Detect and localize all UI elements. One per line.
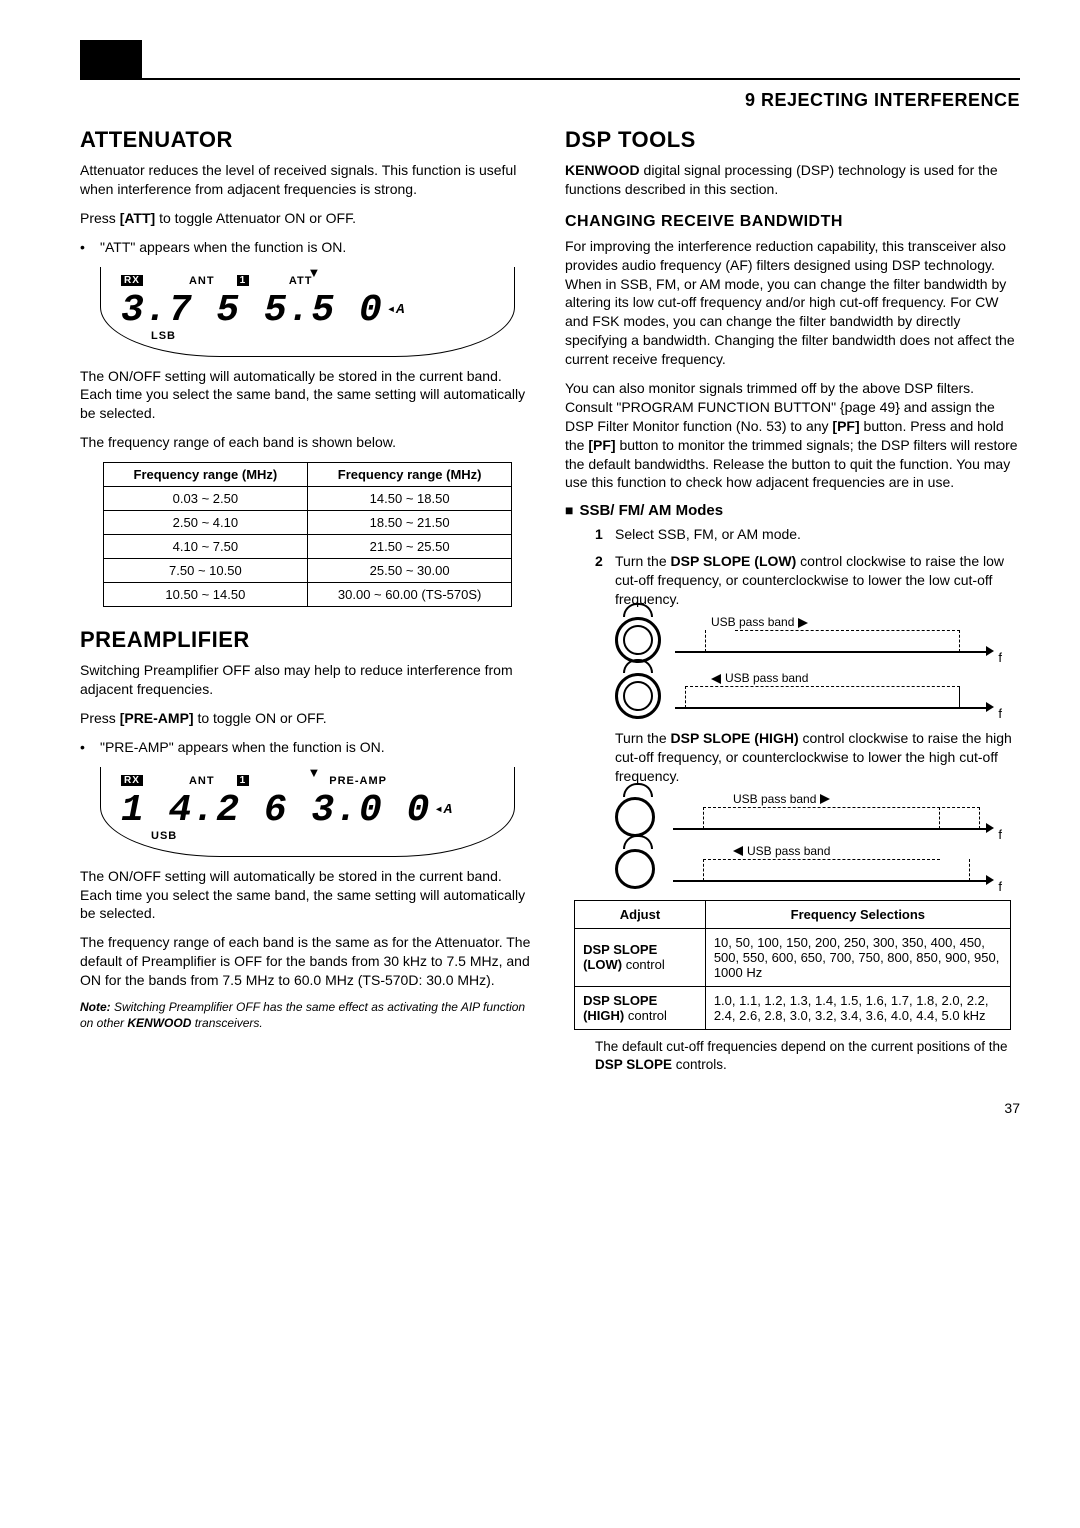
step-2: 2 Turn the DSP SLOPE (LOW) control clock…: [595, 552, 1020, 609]
table-row: DSP SLOPE(HIGH) control 1.0, 1.1, 1.2, 1…: [575, 986, 1011, 1029]
attenuator-desc: Attenuator reduces the level of received…: [80, 161, 535, 199]
header-black-block: [80, 40, 142, 80]
dsp-intro: KENWOOD digital signal processing (DSP) …: [565, 161, 1020, 199]
knob-icon: [615, 849, 655, 889]
table-row: 0.03 ~ 2.5014.50 ~ 18.50: [103, 487, 512, 511]
lcd-display-preamp: ▼ RX ANT 1 PRE-AMP 1 4.2 6 3.0 0◂A USB: [100, 767, 515, 857]
table-row: 2.50 ~ 4.1018.50 ~ 21.50: [103, 511, 512, 535]
table-row: 7.50 ~ 10.5025.50 ~ 30.00: [103, 559, 512, 583]
dsp-low-diagram: USB pass band f USB pass band f: [615, 617, 1000, 719]
dsp-slope-table: AdjustFrequency Selections DSP SLOPE(LOW…: [574, 900, 1011, 1030]
knob-icon: [615, 617, 661, 663]
knob-icon: [615, 673, 661, 719]
table-row: 10.50 ~ 14.5030.00 ~ 60.00 (TS-570S): [103, 583, 512, 607]
att-storage-note: The ON/OFF setting will automatically be…: [80, 367, 535, 424]
step-high-text: Turn the DSP SLOPE (HIGH) control clockw…: [615, 729, 1020, 786]
preamp-footnote: Note: Switching Preamplifier OFF has the…: [80, 1000, 535, 1031]
table-row: DSP SLOPE(LOW) control 10, 50, 100, 150,…: [575, 928, 1011, 986]
bandwidth-heading: CHANGING RECEIVE BANDWIDTH: [565, 213, 1020, 231]
right-column: DSP TOOLS KENWOOD digital signal process…: [565, 127, 1020, 1084]
frequency-range-table: Frequency range (MHz)Frequency range (MH…: [103, 462, 513, 607]
bandwidth-p2: You can also monitor signals trimmed off…: [565, 379, 1020, 492]
attenuator-bullet: •"ATT" appears when the function is ON.: [80, 238, 535, 257]
left-column: ATTENUATOR Attenuator reduces the level …: [80, 127, 535, 1084]
att-freq-intro: The frequency range of each band is show…: [80, 433, 535, 452]
modes-heading: ■SSB/ FM/ AM Modes: [565, 502, 1020, 519]
preamp-range-note: The frequency range of each band is the …: [80, 933, 535, 990]
attenuator-instruction: Press [ATT] to toggle Attenuator ON or O…: [80, 209, 535, 228]
chapter-header: 9 REJECTING INTERFERENCE: [80, 90, 1020, 111]
preamp-heading: PREAMPLIFIER: [80, 627, 535, 653]
dsp-footnote: The default cut-off frequencies depend o…: [595, 1038, 1020, 1074]
preamp-desc: Switching Preamplifier OFF also may help…: [80, 661, 535, 699]
page-number: 37: [80, 1100, 1020, 1116]
dsp-tools-heading: DSP TOOLS: [565, 127, 1020, 153]
dsp-high-diagram: USB pass band f USB pass band f: [615, 796, 1000, 890]
lcd-display-att: ▼ RX ANT 1 ATT 3.7 5 5.5 0◂A LSB: [100, 267, 515, 357]
knob-icon: [615, 797, 655, 837]
table-row: 4.10 ~ 7.5021.50 ~ 25.50: [103, 535, 512, 559]
step-1: 1Select SSB, FM, or AM mode.: [595, 525, 1020, 544]
header-rule: [80, 40, 1020, 80]
preamp-instruction: Press [PRE-AMP] to toggle ON or OFF.: [80, 709, 535, 728]
preamp-bullet: •"PRE-AMP" appears when the function is …: [80, 738, 535, 757]
preamp-storage-note: The ON/OFF setting will automatically be…: [80, 867, 535, 924]
bandwidth-p1: For improving the interference reduction…: [565, 237, 1020, 369]
attenuator-heading: ATTENUATOR: [80, 127, 535, 153]
